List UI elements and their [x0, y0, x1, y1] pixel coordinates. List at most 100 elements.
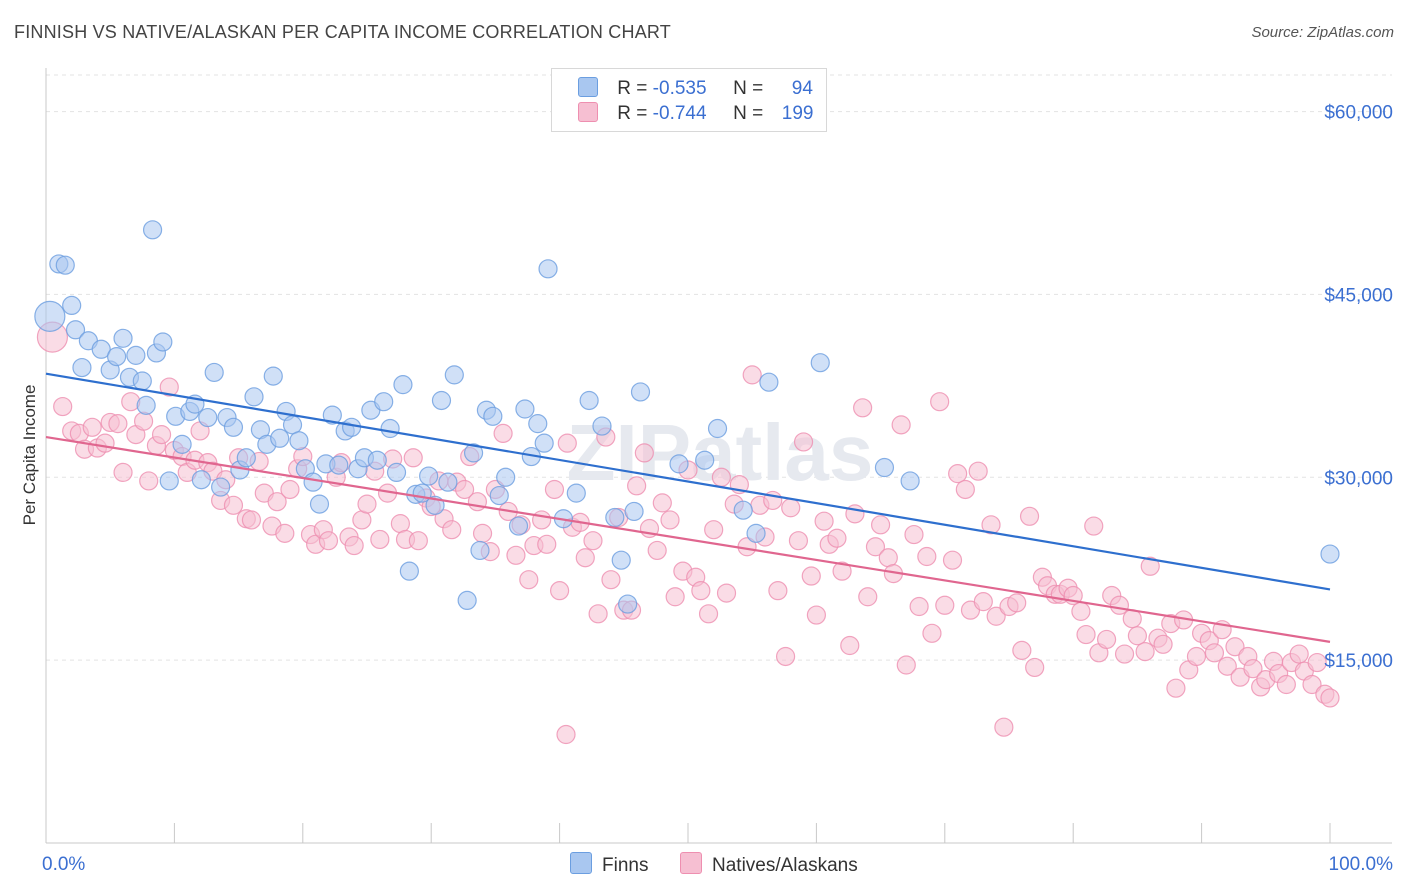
finns-r-value: -0.535 — [652, 78, 707, 99]
finns-point-55 — [399, 561, 419, 581]
natives-point-170 — [1140, 556, 1160, 576]
y-tick-label-1: $30,000 — [1324, 468, 1393, 489]
natives-point-14 — [139, 471, 159, 491]
natives-point-27 — [223, 495, 244, 515]
finns-point-44 — [329, 455, 349, 475]
legend-row-natives: R = -0.744 N = 199 — [578, 102, 813, 126]
finns-point-69 — [496, 467, 516, 487]
natives-point-103 — [711, 467, 731, 487]
finns-point-58 — [419, 466, 439, 486]
natives-point-128 — [870, 515, 891, 535]
natives-trend-line — [45, 435, 1331, 643]
natives-point-132 — [896, 655, 916, 675]
tick-labels: $15,000 $30,000 $45,000 $60,000 0.0% 100.0% — [42, 103, 1393, 875]
finns-point-61 — [438, 472, 458, 492]
natives-point-61 — [442, 520, 462, 540]
finns-point-79 — [592, 416, 612, 436]
finns-point-87 — [707, 418, 728, 439]
natives-point-136 — [922, 623, 942, 643]
natives-point-71 — [506, 545, 526, 565]
natives-point-46 — [344, 535, 364, 556]
natives-point-116 — [793, 432, 814, 452]
finns-point-7 — [91, 339, 111, 359]
finns-point-82 — [618, 594, 638, 614]
natives-point-129 — [878, 548, 898, 568]
finns-point-2 — [55, 255, 75, 275]
natives-point-17 — [159, 377, 179, 397]
natives-point-147 — [994, 717, 1014, 737]
finns-point-3 — [62, 295, 82, 315]
natives-point-78 — [549, 581, 570, 601]
natives-point-146 — [986, 606, 1006, 626]
natives-point-30 — [241, 510, 262, 530]
natives-point-151 — [1019, 506, 1040, 526]
finns-point-25 — [204, 362, 224, 383]
finns-point-0 — [34, 300, 66, 332]
natives-point-84 — [588, 604, 608, 624]
finns-point-46 — [341, 417, 362, 437]
natives-point-115 — [788, 531, 809, 551]
natives-point-198 — [1320, 688, 1340, 708]
natives-point-165 — [1109, 595, 1130, 615]
natives-point-191 — [1276, 674, 1296, 695]
natives-point-77 — [544, 479, 565, 500]
natives-point-5 — [82, 417, 102, 437]
finns-point-85 — [669, 454, 689, 474]
natives-point-53 — [390, 514, 410, 534]
finns-swatch — [578, 77, 598, 97]
finns-point-30 — [236, 448, 256, 468]
natives-point-169 — [1135, 642, 1155, 662]
natives-point-114 — [781, 498, 801, 518]
natives-point-125 — [853, 398, 873, 418]
finns-trend-line — [45, 372, 1331, 591]
finns-point-5 — [72, 357, 92, 378]
natives-point-123 — [840, 635, 860, 656]
finns-point-28 — [223, 417, 244, 437]
finns-point-14 — [136, 395, 156, 415]
natives-point-73 — [519, 570, 539, 590]
finns-point-89 — [746, 523, 766, 543]
natives-r-label: R = — [617, 103, 648, 124]
finns-point-84 — [630, 382, 651, 402]
finns-point-51 — [374, 392, 394, 412]
y-tick-label-3: $60,000 — [1324, 103, 1393, 124]
natives-point-82 — [575, 548, 595, 568]
natives-point-177 — [1186, 646, 1207, 667]
natives-point-55 — [403, 448, 423, 468]
chart-title: FINNISH VS NATIVE/ALASKAN PER CAPITA INC… — [14, 22, 671, 42]
natives-point-144 — [973, 592, 993, 612]
finns-legend-swatch — [570, 852, 592, 874]
natives-point-102 — [704, 520, 724, 540]
natives-r-value: -0.744 — [652, 103, 707, 124]
natives-point-35 — [275, 523, 295, 543]
natives-point-112 — [768, 581, 788, 601]
y-axis-label: Per Capita Income — [20, 385, 39, 526]
natives-point-193 — [1289, 644, 1309, 664]
natives-point-16 — [151, 425, 172, 445]
finns-point-4 — [65, 320, 86, 340]
natives-point-166 — [1114, 644, 1135, 664]
natives-point-195 — [1302, 674, 1322, 695]
finns-point-50 — [367, 450, 387, 470]
natives-point-131 — [891, 415, 911, 435]
natives-point-118 — [806, 605, 827, 625]
finns-legend-label: Finns — [602, 855, 649, 876]
natives-point-42 — [318, 531, 339, 551]
natives-point-79 — [557, 433, 577, 453]
finns-point-10 — [113, 328, 133, 348]
natives-point-149 — [1007, 593, 1027, 613]
natives-point-86 — [601, 570, 621, 590]
natives-point-117 — [801, 566, 821, 586]
natives-point-48 — [357, 494, 377, 514]
finns-point-74 — [534, 433, 554, 453]
finns-point-40 — [303, 472, 323, 492]
series-finns-points — [34, 220, 1340, 614]
finns-point-86 — [695, 450, 715, 470]
finns-point-60 — [431, 390, 452, 411]
natives-point-180 — [1204, 643, 1225, 663]
natives-n-value: 199 — [781, 103, 814, 124]
y-tick-label-2: $45,000 — [1324, 285, 1393, 306]
trend-lines — [45, 372, 1331, 643]
natives-point-161 — [1084, 516, 1104, 536]
finns-point-88 — [733, 500, 753, 520]
